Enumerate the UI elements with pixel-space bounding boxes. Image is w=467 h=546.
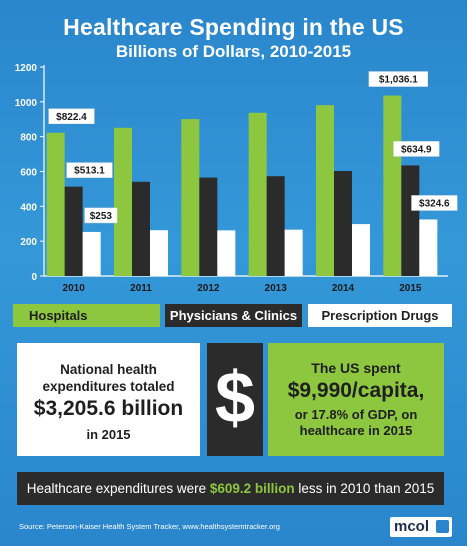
- bar-hospitals-2015: [383, 95, 402, 276]
- x-tick-label: 2012: [197, 283, 220, 294]
- data-label-box: [411, 195, 458, 211]
- bar-physicians-clinics-2015: [401, 165, 420, 276]
- mcol-logo: mcol: [390, 517, 452, 537]
- bar-hospitals-2010: [46, 132, 65, 276]
- bar-prescription-drugs-2014: [352, 224, 370, 276]
- data-label: $1,036.1: [379, 75, 418, 86]
- x-tick-label: 2015: [399, 283, 422, 294]
- y-tick-label: 800: [20, 133, 37, 144]
- y-tick-label: 0: [31, 272, 37, 283]
- logo-mark-icon: [436, 520, 449, 533]
- bar-prescription-drugs-2010: [82, 231, 101, 276]
- per-capita-intro: The US spent: [311, 360, 401, 376]
- bar-hospitals-2011: [114, 127, 132, 276]
- dollar-panel: $: [207, 343, 263, 456]
- x-tick-label: 2013: [265, 283, 288, 294]
- bar-physicians-clinics-2014: [334, 170, 352, 276]
- bar-physicians-clinics-2010: [64, 186, 83, 276]
- bar-hospitals-2012: [181, 119, 200, 276]
- bar-physicians-clinics-2013: [266, 176, 285, 276]
- national-expenditure-year: in 2015: [86, 427, 131, 442]
- national-expenditure-panel: National health expenditures totaled $3,…: [17, 343, 200, 456]
- data-label-box: [393, 141, 440, 157]
- bar-physicians-clinics-2012: [199, 177, 218, 276]
- difference-banner: Healthcare expenditures were $609.2 bill…: [17, 472, 444, 505]
- legend-physicians-clinics: Physicians & Clinics: [165, 304, 302, 327]
- data-label: $253: [90, 211, 113, 222]
- data-label: $324.6: [419, 198, 450, 209]
- source-note: Source: Peterson-Kaiser Health System Tr…: [19, 522, 280, 531]
- data-label: $634.9: [401, 144, 432, 155]
- banner-prefix: Healthcare expenditures were: [26, 481, 210, 496]
- dollar-sign-icon: $: [214, 358, 256, 438]
- y-tick-label: 600: [20, 168, 37, 179]
- x-tick-label: 2011: [130, 283, 152, 294]
- chart-title: Healthcare Spending in the US: [63, 14, 404, 40]
- legend-hospitals: Hospitals: [13, 304, 160, 327]
- bar-chart: 0 200 400 600 800 1000 1200 2010 2011 2012 2013 201…: [15, 63, 458, 294]
- data-label-box: [48, 108, 95, 125]
- y-tick-label: 200: [20, 237, 37, 248]
- banner-highlight: $609.2 billion: [209, 481, 295, 496]
- bar-prescription-drugs-2011: [150, 230, 168, 276]
- chart-subtitle: Billions of Dollars, 2010-2015: [115, 42, 352, 61]
- data-label: $513.1: [74, 166, 105, 177]
- logo-text: mcol: [394, 518, 430, 535]
- bar-prescription-drugs-2013: [284, 229, 303, 276]
- bar-hospitals-2014: [316, 105, 334, 276]
- banner-suffix: less in 2010 than 2015: [294, 481, 435, 496]
- data-label-box: [368, 71, 428, 87]
- per-capita-panel: The US spent $9,990/capita, or 17.8% of …: [268, 343, 444, 456]
- y-tick-label: 400: [20, 202, 37, 213]
- national-expenditure-value: $3,205.6 billion: [33, 397, 184, 420]
- per-capita-gdp-text: or 17.8% of GDP, on healthcare in 2015: [294, 407, 418, 438]
- bar-hospitals-2013: [248, 112, 267, 276]
- data-label-box: [66, 162, 113, 178]
- x-tick-label: 2010: [63, 283, 86, 294]
- x-tick-label: 2014: [332, 283, 355, 294]
- national-expenditure-text: National health expenditures totaled: [42, 362, 175, 394]
- legend-prescription-drugs: Prescription Drugs: [308, 304, 452, 327]
- per-capita-value: $9,990/capita,: [287, 379, 425, 402]
- y-tick-label: 1200: [15, 63, 38, 74]
- data-label: $822.4: [56, 112, 87, 123]
- data-label-box: [84, 207, 118, 224]
- bar-prescription-drugs-2012: [217, 230, 236, 276]
- bar-prescription-drugs-2015: [419, 219, 438, 276]
- y-tick-label: 1000: [15, 98, 38, 109]
- bar-physicians-clinics-2011: [132, 181, 150, 276]
